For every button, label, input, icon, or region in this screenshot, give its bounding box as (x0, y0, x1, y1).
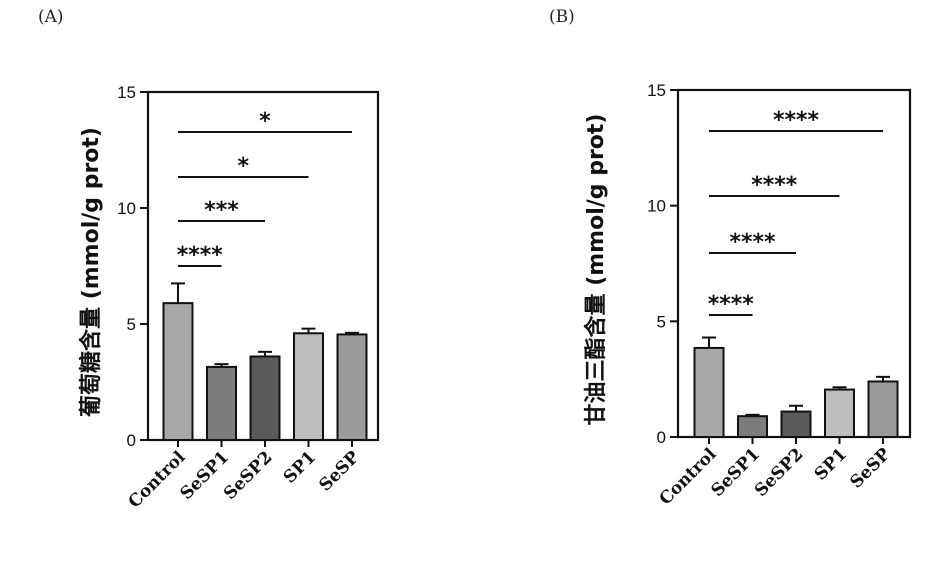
significance-label: **** (177, 243, 224, 268)
bar-sesp1 (737, 415, 768, 438)
bar-control (162, 302, 194, 441)
x-tick-label-sp1: SP1 (280, 447, 320, 487)
significance-label: **** (751, 173, 798, 198)
bar-sp1 (824, 388, 855, 438)
significance-label: **** (773, 108, 820, 133)
x-tick-label-control: Control (656, 444, 721, 509)
y-tick-label: 10 (647, 197, 666, 216)
x-tick-label-sesp: SeSP (846, 444, 894, 492)
bar-control (693, 346, 725, 439)
bar-sp1 (293, 332, 324, 441)
y-tick-label: 15 (117, 83, 136, 102)
panel-label: (B) (549, 7, 575, 27)
y-tick-label: 5 (127, 315, 136, 334)
x-tick-label-sesp2: SeSP2 (220, 447, 277, 504)
bar-sesp2 (249, 355, 281, 442)
panel-label: (A) (38, 7, 64, 27)
y-tick-label: 0 (657, 428, 666, 447)
significance-label: * (259, 109, 271, 134)
y-axis-label: 甘油三酯含量 (mmol/g prot) (583, 114, 609, 426)
significance-label: **** (729, 230, 776, 255)
chart-panel-b: (B) 0 5 10 15 甘油三酯含量 (mmol/g prot) Control SeSP… (549, 7, 912, 509)
x-tick-label-control: Control (125, 447, 190, 512)
significance-label: *** (204, 198, 239, 223)
y-tick-label: 10 (117, 199, 136, 218)
y-axis-label: 葡萄糖含量 (mmol/g prot) (78, 127, 104, 418)
bar-sesp (336, 333, 368, 441)
y-tick-label: 15 (647, 81, 666, 100)
x-tick-label-sesp2: SeSP2 (751, 444, 808, 501)
significance-label: * (237, 154, 249, 179)
bar-sesp2 (780, 410, 812, 439)
bar-sesp (867, 380, 899, 439)
bar-sesp1 (206, 365, 237, 442)
x-tick-label-sesp: SeSP (315, 447, 363, 495)
significance-label: **** (708, 292, 755, 317)
y-tick-label: 5 (657, 312, 666, 331)
y-tick-label: 0 (127, 431, 136, 450)
x-tick-label-sp1: SP1 (811, 444, 851, 484)
